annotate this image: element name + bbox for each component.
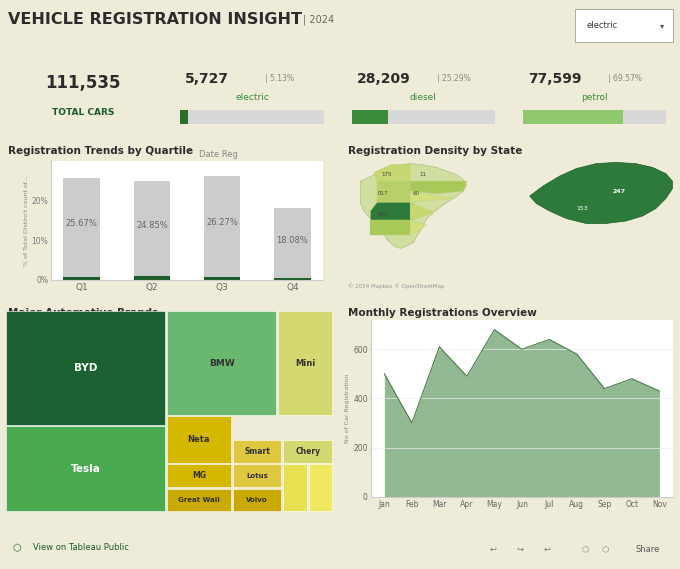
Text: BYD: BYD: [74, 363, 97, 373]
Text: | 69.57%: | 69.57%: [608, 75, 642, 84]
FancyBboxPatch shape: [284, 464, 307, 512]
Text: ⬡: ⬡: [602, 545, 609, 554]
Text: VEHICLE REGISTRATION INSIGHT: VEHICLE REGISTRATION INSIGHT: [8, 13, 302, 27]
Text: 60: 60: [413, 191, 420, 196]
Text: View on Tableau Public: View on Tableau Public: [33, 543, 129, 552]
Text: 18.08%: 18.08%: [277, 236, 308, 245]
FancyBboxPatch shape: [180, 110, 188, 124]
FancyBboxPatch shape: [352, 110, 495, 124]
Text: electric: electric: [586, 20, 617, 30]
Text: 153: 153: [577, 205, 588, 211]
Text: 28,209: 28,209: [357, 72, 411, 86]
FancyBboxPatch shape: [279, 311, 333, 415]
Text: Registration Trends by Quartile: Registration Trends by Quartile: [8, 146, 194, 156]
Text: Neta: Neta: [188, 435, 210, 444]
Text: Lotus: Lotus: [246, 473, 268, 479]
FancyBboxPatch shape: [352, 110, 388, 124]
Text: Share: Share: [636, 545, 660, 554]
FancyBboxPatch shape: [284, 440, 333, 463]
Text: Mini: Mini: [295, 358, 316, 368]
Text: 25.67%: 25.67%: [66, 220, 97, 229]
Text: BMW: BMW: [209, 358, 235, 368]
Text: Smart: Smart: [244, 447, 270, 456]
Bar: [63, 278, 100, 280]
FancyBboxPatch shape: [575, 10, 673, 42]
Text: © 2024 Mapbox © OpenStreetMap: © 2024 Mapbox © OpenStreetMap: [348, 283, 445, 288]
Bar: [204, 277, 241, 280]
Text: | 25.29%: | 25.29%: [437, 75, 471, 84]
Text: ⬡: ⬡: [581, 545, 589, 554]
Bar: [63, 178, 100, 278]
Text: 247: 247: [612, 189, 626, 195]
Text: petrol: petrol: [581, 93, 608, 102]
Text: 5,727: 5,727: [185, 72, 229, 86]
FancyBboxPatch shape: [167, 416, 231, 463]
Text: ↩: ↩: [490, 545, 496, 554]
Bar: [133, 276, 170, 280]
Text: Chery: Chery: [295, 447, 320, 456]
Text: | 2024: | 2024: [303, 15, 334, 25]
FancyBboxPatch shape: [523, 110, 623, 124]
FancyBboxPatch shape: [167, 489, 231, 512]
Text: Volvo: Volvo: [246, 497, 268, 503]
FancyBboxPatch shape: [523, 110, 666, 124]
Text: Date Reg: Date Reg: [199, 150, 238, 159]
FancyBboxPatch shape: [6, 311, 165, 425]
Text: electric: electric: [235, 93, 269, 102]
Text: 11: 11: [420, 172, 426, 177]
Text: 77,599: 77,599: [528, 72, 581, 86]
Text: 175: 175: [381, 172, 392, 177]
Bar: [274, 278, 311, 280]
FancyBboxPatch shape: [167, 311, 277, 415]
FancyBboxPatch shape: [6, 426, 165, 512]
Text: MG: MG: [192, 471, 206, 480]
Text: Tesla: Tesla: [71, 464, 101, 474]
Text: 24.85%: 24.85%: [136, 221, 168, 230]
Y-axis label: % of Total Distinct count of...: % of Total Distinct count of...: [24, 175, 29, 266]
Text: ↪: ↪: [517, 545, 524, 554]
Text: Monthly Registrations Overview: Monthly Registrations Overview: [348, 308, 537, 318]
Y-axis label: No of Car Registration: No of Car Registration: [345, 373, 350, 443]
Text: | 5.13%: | 5.13%: [265, 75, 294, 84]
Text: 26.27%: 26.27%: [206, 218, 238, 227]
FancyBboxPatch shape: [309, 464, 333, 512]
Text: 111,535: 111,535: [46, 74, 121, 92]
Bar: [204, 176, 241, 277]
Bar: [274, 208, 311, 278]
Text: Great Wall: Great Wall: [178, 497, 220, 503]
Bar: [133, 182, 170, 276]
FancyBboxPatch shape: [180, 110, 324, 124]
Text: TOTAL CARS: TOTAL CARS: [52, 108, 114, 117]
Text: ▾: ▾: [660, 20, 664, 30]
Text: ⬡: ⬡: [12, 543, 20, 552]
Text: Registration Density by State: Registration Density by State: [348, 146, 523, 156]
FancyBboxPatch shape: [233, 489, 282, 512]
FancyBboxPatch shape: [233, 440, 282, 463]
Text: diesel: diesel: [410, 93, 437, 102]
Text: 017: 017: [378, 191, 388, 196]
Text: Major Automotive Brands: Major Automotive Brands: [8, 308, 158, 318]
FancyBboxPatch shape: [233, 464, 282, 487]
Text: 680: 680: [378, 212, 388, 217]
FancyBboxPatch shape: [167, 464, 231, 487]
Text: ↩: ↩: [544, 545, 551, 554]
